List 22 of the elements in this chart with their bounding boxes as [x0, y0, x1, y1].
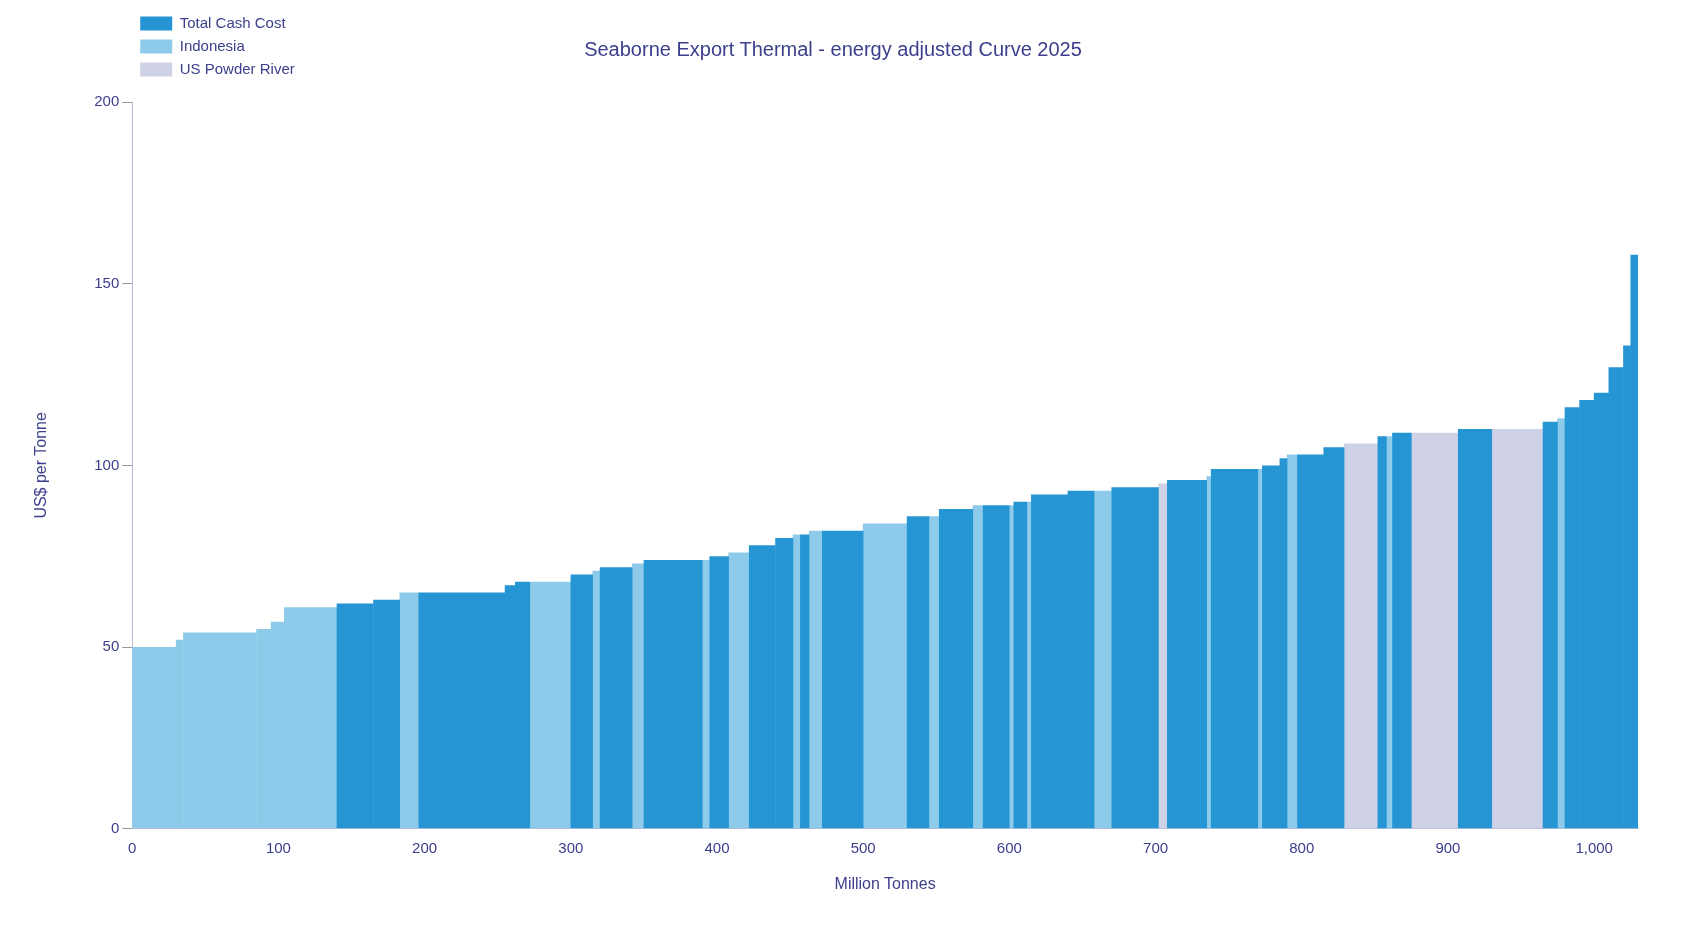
- y-tick-label: 150: [94, 273, 120, 291]
- y-tick-label: 50: [102, 637, 120, 655]
- x-tick-label: 500: [850, 838, 876, 856]
- x-tick-label: 1,000: [1575, 838, 1613, 856]
- x-tick-label: 400: [704, 838, 730, 856]
- x-tick-label: 600: [996, 838, 1022, 856]
- legend-label: US Powder River: [179, 59, 295, 77]
- legend-label: Indonesia: [179, 36, 246, 54]
- x-tick-label: 800: [1289, 838, 1315, 856]
- x-tick-label: 900: [1435, 838, 1461, 856]
- x-tick-label: 700: [1143, 838, 1169, 856]
- y-axis-title: US$ per Tonne: [32, 412, 50, 519]
- x-tick-label: 0: [128, 838, 137, 856]
- chart-title: Seaborne Export Thermal - energy adjusted Curve 2025: [584, 37, 1082, 60]
- x-tick-label: 200: [412, 838, 438, 856]
- y-tick-label: 200: [94, 92, 120, 110]
- x-tick-label: 100: [265, 838, 291, 856]
- x-axis-title: Million Tonnes: [834, 874, 936, 892]
- y-tick-label: 0: [110, 818, 120, 836]
- y-tick-label: 100: [94, 455, 120, 473]
- x-tick-label: 300: [558, 838, 584, 856]
- legend-label: Total Cash Cost: [179, 13, 287, 31]
